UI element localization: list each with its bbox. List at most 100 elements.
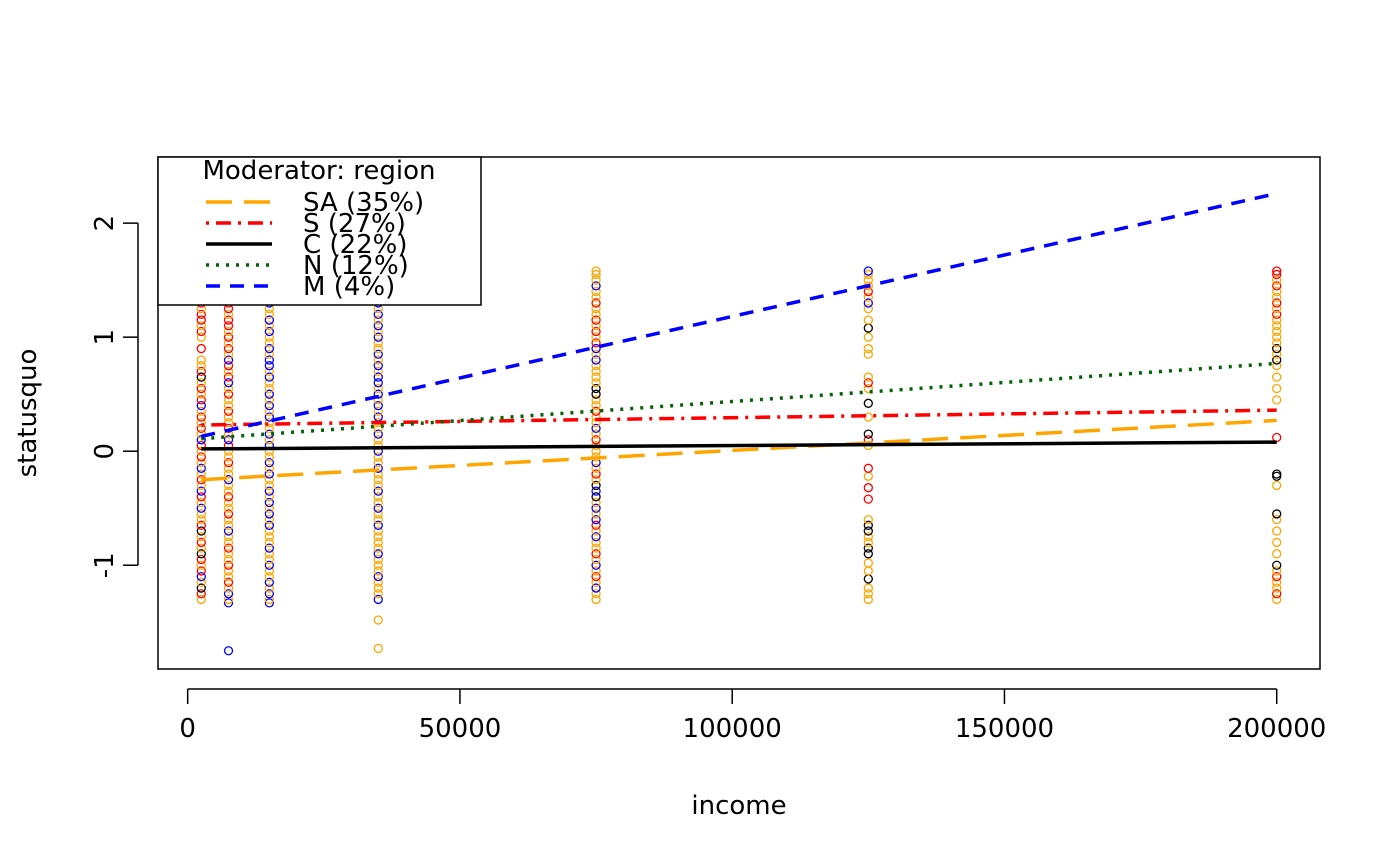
data-point bbox=[264, 412, 275, 422]
data-point bbox=[223, 400, 234, 411]
data-point bbox=[264, 349, 275, 359]
fit-line bbox=[201, 418, 1277, 482]
data-point bbox=[1272, 355, 1282, 365]
data-point bbox=[264, 383, 275, 394]
data-point bbox=[223, 343, 234, 354]
data-point bbox=[373, 463, 383, 473]
data-point bbox=[591, 395, 601, 405]
data-point bbox=[591, 298, 601, 308]
data-point bbox=[196, 326, 206, 337]
data-point bbox=[223, 537, 234, 548]
data-point bbox=[196, 480, 206, 491]
data-point bbox=[591, 361, 601, 371]
data-point bbox=[196, 503, 206, 513]
data-point bbox=[223, 361, 234, 371]
plot-frame bbox=[157, 156, 1321, 670]
data-point bbox=[591, 269, 601, 280]
data-point bbox=[1272, 509, 1282, 519]
data-point bbox=[223, 486, 234, 496]
data-point bbox=[264, 532, 275, 542]
data-point bbox=[1272, 372, 1282, 382]
data-point bbox=[591, 281, 601, 291]
data-point bbox=[863, 543, 873, 553]
fit-line bbox=[201, 440, 1277, 451]
data-point bbox=[1272, 349, 1282, 359]
data-point bbox=[264, 355, 275, 365]
data-point bbox=[591, 463, 601, 473]
data-point bbox=[373, 383, 383, 394]
data-point bbox=[264, 537, 275, 548]
data-point bbox=[373, 577, 383, 587]
data-point bbox=[591, 497, 601, 508]
data-point bbox=[591, 509, 601, 519]
data-point bbox=[863, 383, 873, 394]
data-point bbox=[1272, 560, 1282, 570]
data-point bbox=[591, 526, 601, 536]
data-point bbox=[591, 372, 601, 382]
data-point bbox=[591, 492, 601, 502]
data-point bbox=[196, 532, 206, 542]
data-point bbox=[591, 503, 601, 513]
data-point bbox=[223, 355, 234, 365]
data-point bbox=[863, 520, 873, 530]
data-point bbox=[223, 463, 234, 473]
data-point bbox=[196, 400, 206, 411]
fit-line bbox=[200, 191, 1278, 439]
data-point bbox=[196, 372, 206, 382]
data-point bbox=[863, 537, 873, 548]
data-point bbox=[1272, 469, 1282, 479]
data-point bbox=[264, 469, 275, 479]
data-point bbox=[223, 577, 234, 587]
data-point bbox=[863, 269, 873, 280]
data-point bbox=[373, 457, 383, 468]
data-point bbox=[1272, 589, 1282, 599]
data-point bbox=[223, 646, 234, 656]
legend-box bbox=[157, 156, 482, 306]
data-point bbox=[591, 486, 601, 496]
data-point bbox=[373, 643, 383, 654]
data-point bbox=[264, 463, 275, 473]
data-point bbox=[1272, 332, 1282, 342]
data-point bbox=[591, 577, 601, 587]
data-point bbox=[863, 549, 873, 559]
data-point bbox=[373, 554, 383, 565]
data-point bbox=[591, 383, 601, 394]
data-point bbox=[223, 549, 234, 559]
data-point bbox=[591, 514, 601, 525]
data-point bbox=[591, 589, 601, 599]
data-point bbox=[591, 423, 601, 434]
data-point bbox=[863, 429, 873, 439]
data-point bbox=[373, 400, 383, 411]
data-point bbox=[373, 475, 383, 485]
data-point bbox=[591, 571, 601, 582]
data-point bbox=[863, 378, 873, 388]
data-point bbox=[223, 326, 234, 337]
data-point bbox=[591, 309, 601, 320]
data-point bbox=[591, 475, 601, 485]
data-point bbox=[863, 566, 873, 576]
data-point bbox=[591, 400, 601, 411]
data-point bbox=[264, 435, 275, 445]
data-point bbox=[863, 594, 873, 605]
y-tick-label: 0 bbox=[90, 443, 120, 460]
data-point bbox=[223, 309, 234, 320]
x-axis: 0 50000 100000 150000 200000 bbox=[179, 688, 1326, 744]
data-point bbox=[1272, 583, 1282, 593]
data-point bbox=[373, 486, 383, 496]
data-point bbox=[373, 372, 383, 382]
data-point bbox=[223, 338, 234, 348]
data-point bbox=[196, 440, 206, 451]
data-point bbox=[196, 355, 206, 365]
data-point bbox=[591, 469, 601, 479]
data-point bbox=[591, 537, 601, 548]
data-point bbox=[196, 332, 206, 342]
data-point bbox=[264, 395, 275, 405]
data-point bbox=[196, 452, 206, 462]
data-point bbox=[863, 532, 873, 542]
data-point bbox=[196, 566, 206, 576]
data-point bbox=[591, 332, 601, 342]
data-point bbox=[196, 560, 206, 570]
data-point bbox=[591, 338, 601, 348]
legend: Moderator: region SA (35%)S (27%)C (22%)… bbox=[157, 156, 482, 306]
data-point bbox=[264, 400, 275, 411]
